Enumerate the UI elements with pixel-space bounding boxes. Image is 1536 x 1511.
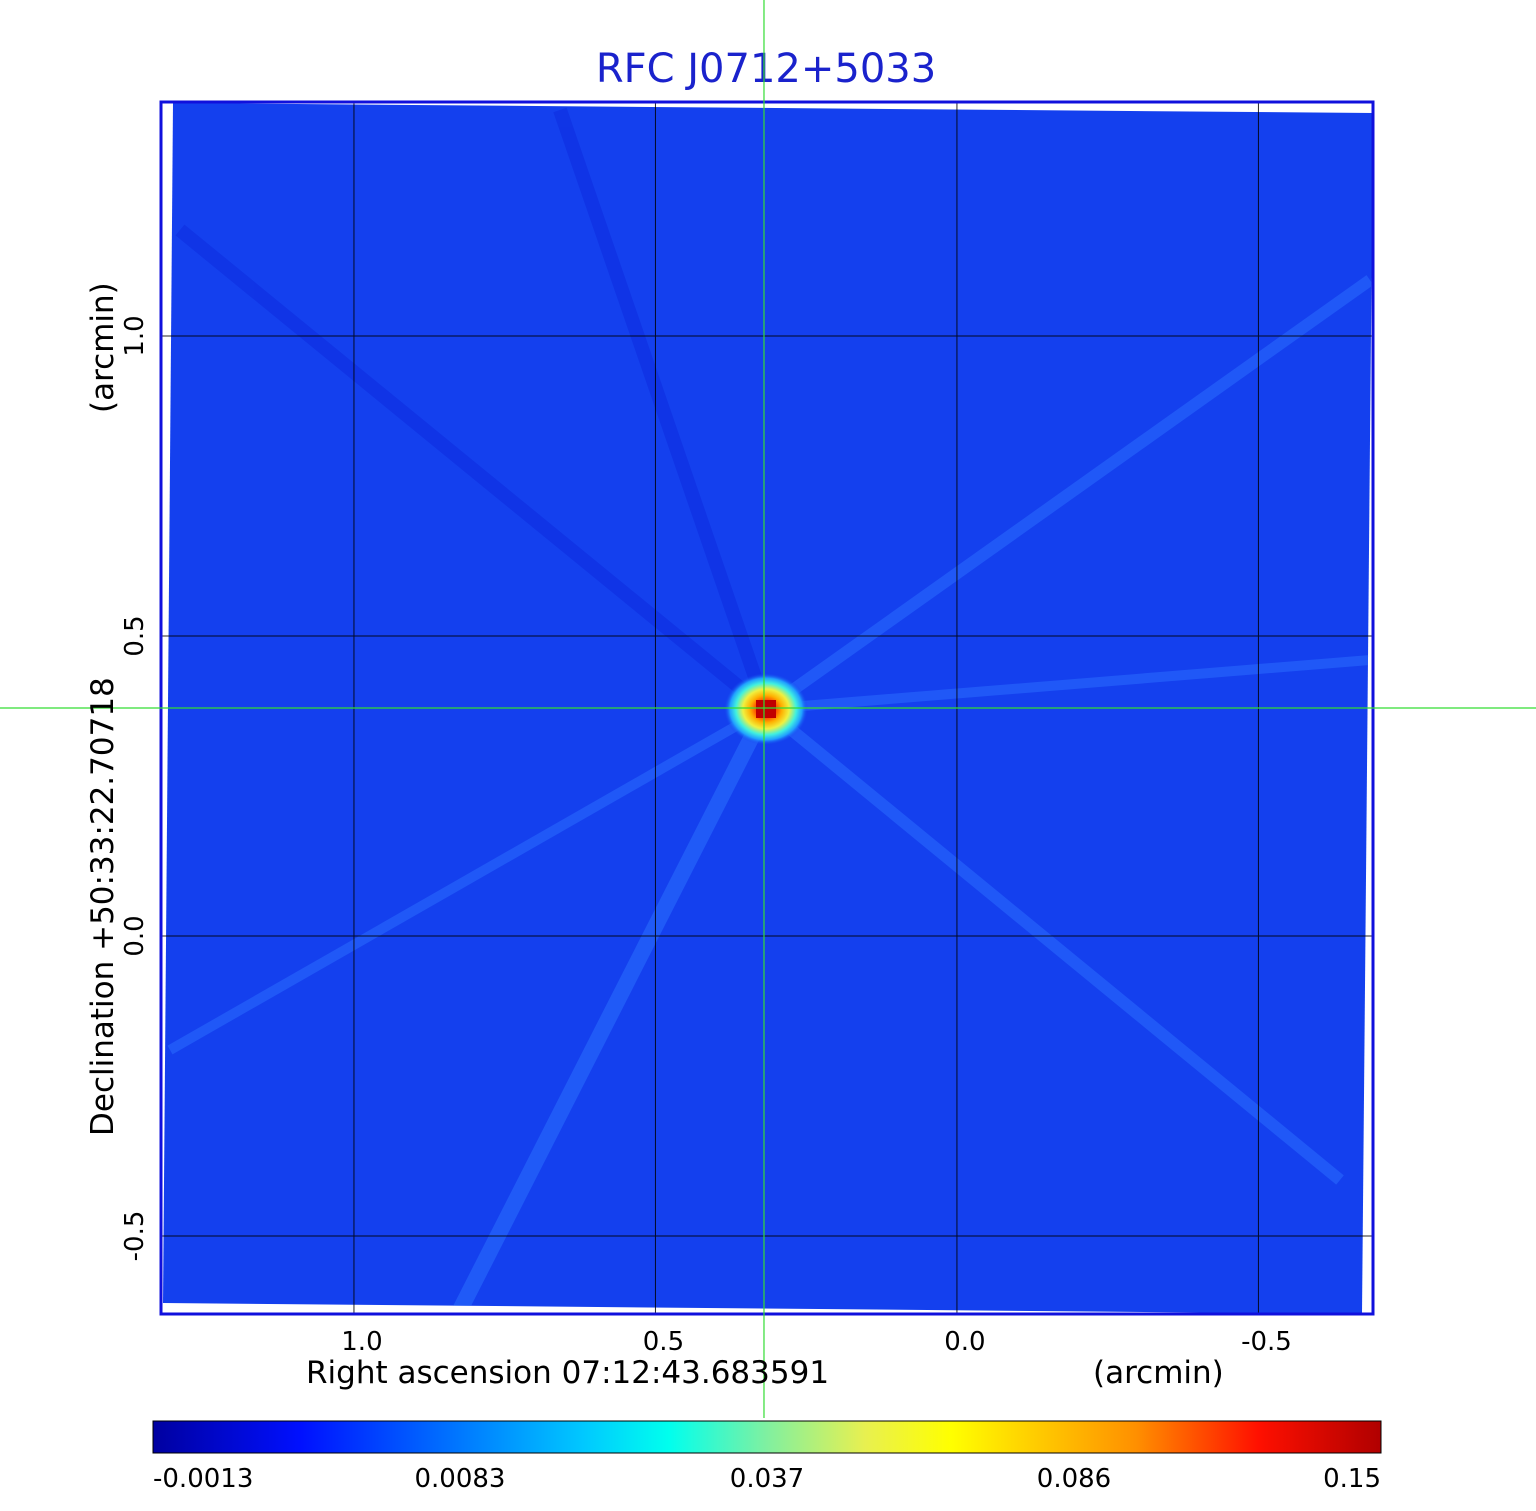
sidelobe-ray: [167, 704, 769, 1055]
x-tick-label: 1.0: [341, 1327, 382, 1357]
y-axis-label: Declination +50:33:22.70718: [85, 677, 121, 1136]
sidelobe-ray: [553, 107, 773, 712]
y-tick-label: -0.5: [120, 1211, 150, 1262]
x-tick-label: 0.5: [643, 1327, 684, 1357]
sidelobe-ray: [175, 224, 771, 715]
source-peak: [756, 700, 776, 718]
colorbar-tick-label: 0.15: [1323, 1464, 1381, 1494]
sidelobe-ray: [452, 705, 774, 1314]
x-tick-labels: 1.0 0.5 0.0 -0.5: [341, 1327, 1292, 1357]
colorbar-tick-label: -0.0013: [153, 1464, 253, 1494]
x-axis-unit: (arcmin): [1093, 1355, 1224, 1391]
colorbar-tick-label: 0.086: [1037, 1464, 1111, 1494]
colorbar-tick-labels: -0.0013 0.0083 0.037 0.086 0.15: [153, 1464, 1381, 1494]
sidelobe-rays: [167, 107, 1373, 1314]
x-tick-label: 0.0: [944, 1327, 985, 1357]
colorbar-tick-label: 0.0083: [415, 1464, 506, 1494]
x-axis-label: Right ascension 07:12:43.683591: [306, 1355, 829, 1391]
y-tick-label: 1.0: [120, 315, 150, 356]
crosshair: [0, 0, 1536, 1418]
colorbar-tick-label: 0.037: [730, 1464, 804, 1494]
sidelobe-ray: [762, 704, 1344, 1185]
chart-title: RFC J0712+5033: [596, 46, 936, 92]
y-tick-label: 0.0: [120, 915, 150, 956]
sidelobe-ray: [765, 655, 1371, 714]
sidelobe-ray: [762, 275, 1373, 714]
y-tick-labels: 1.0 0.5 0.0 -0.5: [120, 315, 150, 1261]
x-tick-label: -0.5: [1241, 1327, 1292, 1357]
y-axis-unit: (arcmin): [85, 282, 121, 413]
y-tick-label: 0.5: [120, 615, 150, 656]
colorbar: [152, 1420, 1382, 1454]
